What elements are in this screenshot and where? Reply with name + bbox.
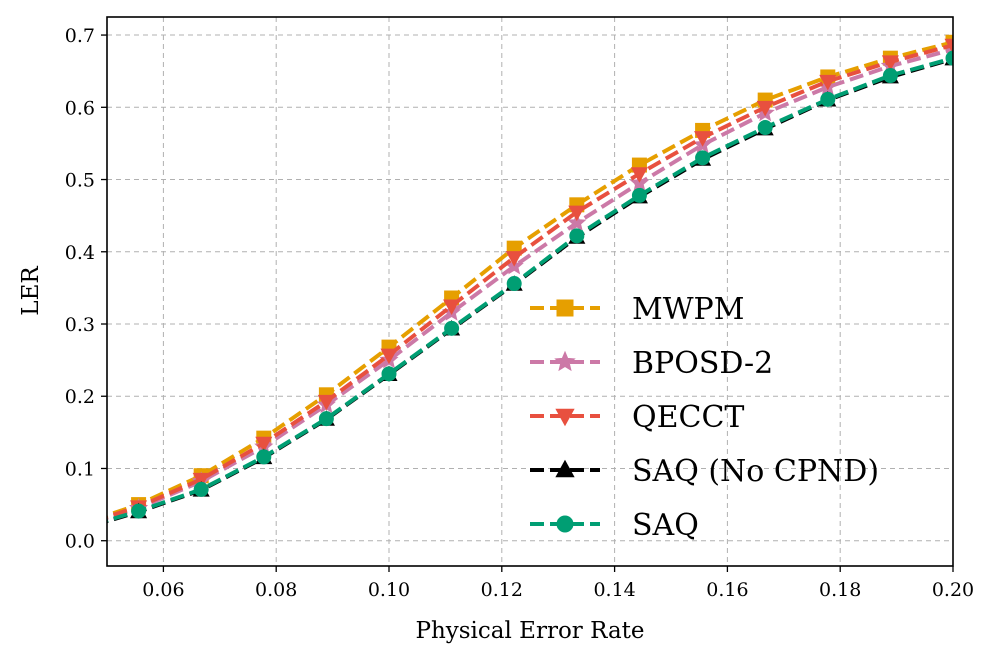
data-point [756,100,774,117]
x-tick-label: 0.12 [481,579,523,601]
legend-entry: SAQ [530,508,699,543]
y-tick-label: 0.7 [65,25,95,47]
data-point [318,411,334,427]
y-tick-label: 0.2 [65,386,95,408]
data-point [820,91,836,107]
data-point [945,50,953,66]
series-layer [107,34,953,524]
legend-entry: BPOSD-2 [530,346,773,381]
data-point [881,55,899,71]
x-tick-label: 0.14 [593,579,635,601]
legend-marker [556,299,574,317]
x-axis-ticks: 0.06 0.08 0.10 0.12 0.14 0.16 0.18 0.20 [142,566,974,601]
data-point [882,68,898,84]
data-point [193,481,209,497]
legend-label: SAQ [632,508,699,543]
data-point [131,503,147,519]
data-point [444,320,460,336]
x-tick-label: 0.20 [932,579,974,601]
data-point [192,472,210,489]
y-tick-label: 0.5 [65,170,95,192]
data-point [568,205,586,222]
series-saq [107,50,953,523]
legend-label: SAQ (No CPND) [632,454,879,489]
x-tick-label: 0.18 [819,579,861,601]
data-point [256,449,272,465]
data-point [443,299,461,316]
data-point [695,150,711,166]
y-axis-ticks: 0.0 0.1 0.2 0.3 0.4 0.5 0.6 0.7 [65,25,107,553]
data-point [317,394,335,411]
x-tick-label: 0.16 [706,579,748,601]
legend-entry: SAQ (No CPND) [530,454,879,489]
data-point [630,167,648,183]
data-point [569,228,585,244]
legend-label: QECCT [632,400,744,435]
y-axis-label: LER [18,266,44,316]
legend-marker [556,515,574,533]
legend-entry: QECCT [530,400,744,435]
legend-label: MWPM [632,292,744,327]
x-tick-label: 0.06 [142,579,184,601]
legend: MWPM BPOSD-2 QECCT SAQ (No CPND) SAQ [530,292,879,543]
y-tick-label: 0.3 [65,314,95,336]
legend-marker [555,459,575,478]
data-point [944,38,953,55]
y-tick-label: 0.1 [65,458,95,480]
legend-label: BPOSD-2 [632,346,773,381]
data-point [757,120,773,136]
data-point [381,366,397,382]
data-point [380,348,398,365]
data-point [506,276,522,292]
data-point [819,74,837,91]
legend-entry: MWPM [530,292,744,327]
data-point [631,187,647,203]
legend-marker [555,408,575,427]
plot-frame [106,16,954,567]
y-tick-label: 0.0 [65,531,95,553]
y-tick-label: 0.6 [65,97,95,119]
y-tick-label: 0.4 [65,242,95,264]
x-tick-label: 0.10 [368,579,410,601]
data-point [505,251,523,267]
series-qecct [107,38,953,519]
data-point [694,131,712,147]
x-tick-label: 0.08 [255,579,297,601]
data-point [567,212,587,232]
legend-marker [554,350,576,372]
data-point [255,436,273,453]
x-axis-label: Physical Error Rate [415,618,644,644]
